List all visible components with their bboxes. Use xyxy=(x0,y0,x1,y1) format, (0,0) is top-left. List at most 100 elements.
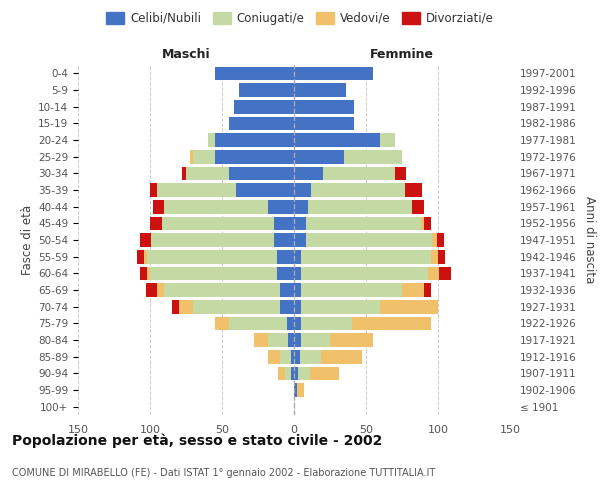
Bar xyxy=(297,383,304,397)
Bar xyxy=(424,283,431,297)
Bar xyxy=(301,333,330,347)
Text: Maschi: Maschi xyxy=(161,48,211,62)
Bar xyxy=(182,166,186,180)
Bar xyxy=(438,250,445,264)
Bar xyxy=(286,366,291,380)
Bar xyxy=(190,150,193,164)
Bar xyxy=(432,233,437,247)
Bar xyxy=(150,216,161,230)
Bar xyxy=(294,116,355,130)
Bar xyxy=(236,183,294,197)
Bar xyxy=(322,350,362,364)
Bar xyxy=(280,283,294,297)
Bar xyxy=(311,183,405,197)
Bar xyxy=(193,150,215,164)
Bar xyxy=(291,350,294,364)
Bar xyxy=(294,300,301,314)
Bar xyxy=(294,166,323,180)
Bar xyxy=(294,233,305,247)
Bar xyxy=(280,300,294,314)
Bar xyxy=(439,266,451,280)
Bar xyxy=(294,333,301,347)
Bar xyxy=(278,366,286,380)
Bar xyxy=(288,333,294,347)
Bar xyxy=(412,200,424,213)
Legend: Celibi/Nubili, Coniugati/e, Vedovi/e, Divorziati/e: Celibi/Nubili, Coniugati/e, Vedovi/e, Di… xyxy=(103,8,497,28)
Bar xyxy=(380,133,395,147)
Bar xyxy=(294,350,300,364)
Bar xyxy=(147,250,277,264)
Bar xyxy=(424,216,431,230)
Bar xyxy=(298,366,310,380)
Bar xyxy=(157,283,164,297)
Bar xyxy=(294,316,301,330)
Bar xyxy=(239,83,294,97)
Bar xyxy=(294,83,346,97)
Bar xyxy=(161,216,274,230)
Bar xyxy=(330,333,373,347)
Bar xyxy=(431,250,438,264)
Bar xyxy=(277,250,294,264)
Text: Femmine: Femmine xyxy=(370,48,434,62)
Bar xyxy=(254,333,268,347)
Bar xyxy=(380,300,438,314)
Bar xyxy=(164,200,268,213)
Bar xyxy=(186,166,229,180)
Text: COMUNE DI MIRABELLO (FE) - Dati ISTAT 1° gennaio 2002 - Elaborazione TUTTITALIA.: COMUNE DI MIRABELLO (FE) - Dati ISTAT 1°… xyxy=(12,468,435,477)
Bar xyxy=(274,233,294,247)
Bar xyxy=(294,366,298,380)
Bar xyxy=(280,350,291,364)
Bar xyxy=(308,200,412,213)
Bar xyxy=(395,166,406,180)
Bar xyxy=(300,350,322,364)
Bar xyxy=(137,250,144,264)
Bar xyxy=(215,66,294,80)
Bar xyxy=(268,333,288,347)
Bar xyxy=(274,216,294,230)
Bar xyxy=(310,366,338,380)
Bar xyxy=(294,216,305,230)
Bar xyxy=(215,316,229,330)
Bar xyxy=(405,183,422,197)
Bar xyxy=(172,300,179,314)
Bar xyxy=(294,133,380,147)
Bar xyxy=(268,350,280,364)
Bar xyxy=(215,133,294,147)
Bar xyxy=(193,300,280,314)
Bar xyxy=(344,150,402,164)
Bar xyxy=(301,266,428,280)
Bar xyxy=(301,316,352,330)
Bar xyxy=(229,116,294,130)
Bar xyxy=(301,283,402,297)
Bar xyxy=(294,383,297,397)
Bar xyxy=(323,166,395,180)
Bar xyxy=(150,183,157,197)
Bar xyxy=(277,266,294,280)
Bar xyxy=(305,233,432,247)
Y-axis label: Fasce di età: Fasce di età xyxy=(21,205,34,275)
Bar xyxy=(294,150,344,164)
Bar xyxy=(157,183,236,197)
Text: Popolazione per età, sesso e stato civile - 2002: Popolazione per età, sesso e stato civil… xyxy=(12,433,382,448)
Bar xyxy=(301,300,380,314)
Bar xyxy=(150,266,277,280)
Bar xyxy=(140,266,147,280)
Bar xyxy=(146,283,157,297)
Bar xyxy=(147,266,150,280)
Bar xyxy=(294,250,301,264)
Bar xyxy=(164,283,280,297)
Bar xyxy=(294,200,308,213)
Bar xyxy=(294,66,373,80)
Bar xyxy=(140,233,151,247)
Bar xyxy=(208,133,215,147)
Bar xyxy=(153,200,164,213)
Bar xyxy=(428,266,439,280)
Bar xyxy=(437,233,444,247)
Bar xyxy=(294,266,301,280)
Bar xyxy=(402,283,424,297)
Bar xyxy=(301,250,431,264)
Bar xyxy=(291,366,294,380)
Bar xyxy=(352,316,431,330)
Y-axis label: Anni di nascita: Anni di nascita xyxy=(583,196,596,284)
Bar xyxy=(305,216,421,230)
